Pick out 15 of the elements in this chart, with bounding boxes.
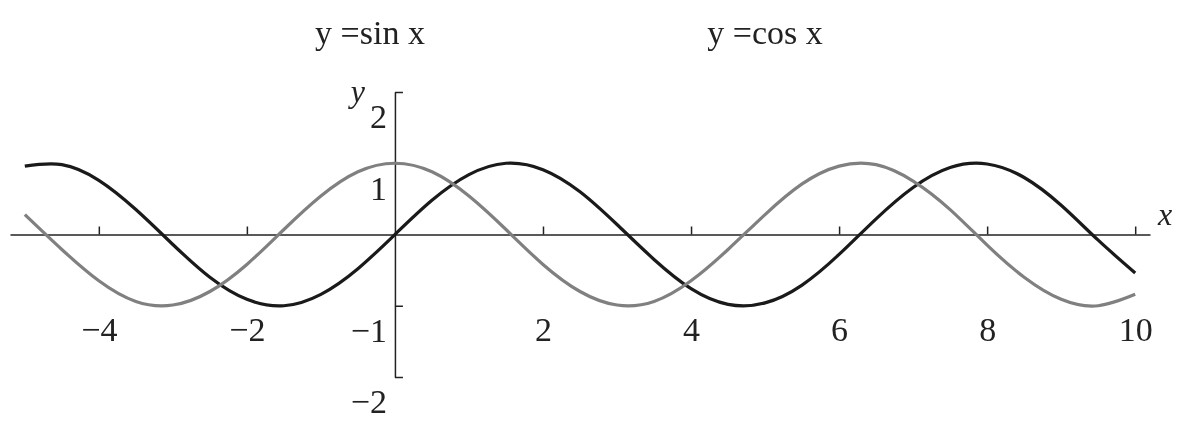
y-tick-label: −2 (350, 383, 387, 421)
y-tick-label: −1 (350, 312, 387, 350)
y-tick-label: 1 (369, 169, 387, 207)
x-tick-label: −2 (229, 310, 266, 348)
text: y =sin x (315, 14, 425, 51)
x-tick-label: 10 (1118, 310, 1153, 348)
x-tick-label: 2 (534, 310, 552, 348)
x-tick-label: 4 (683, 310, 701, 348)
x-tick-label: 6 (831, 310, 849, 348)
x-tick-label: −4 (81, 310, 118, 348)
text: y =cos x (707, 14, 823, 51)
y-tick-label: 2 (369, 98, 387, 136)
y-axis-title: y (347, 73, 366, 109)
x-axis-title: x (1157, 195, 1173, 232)
x-tick-label: 8 (979, 310, 997, 348)
